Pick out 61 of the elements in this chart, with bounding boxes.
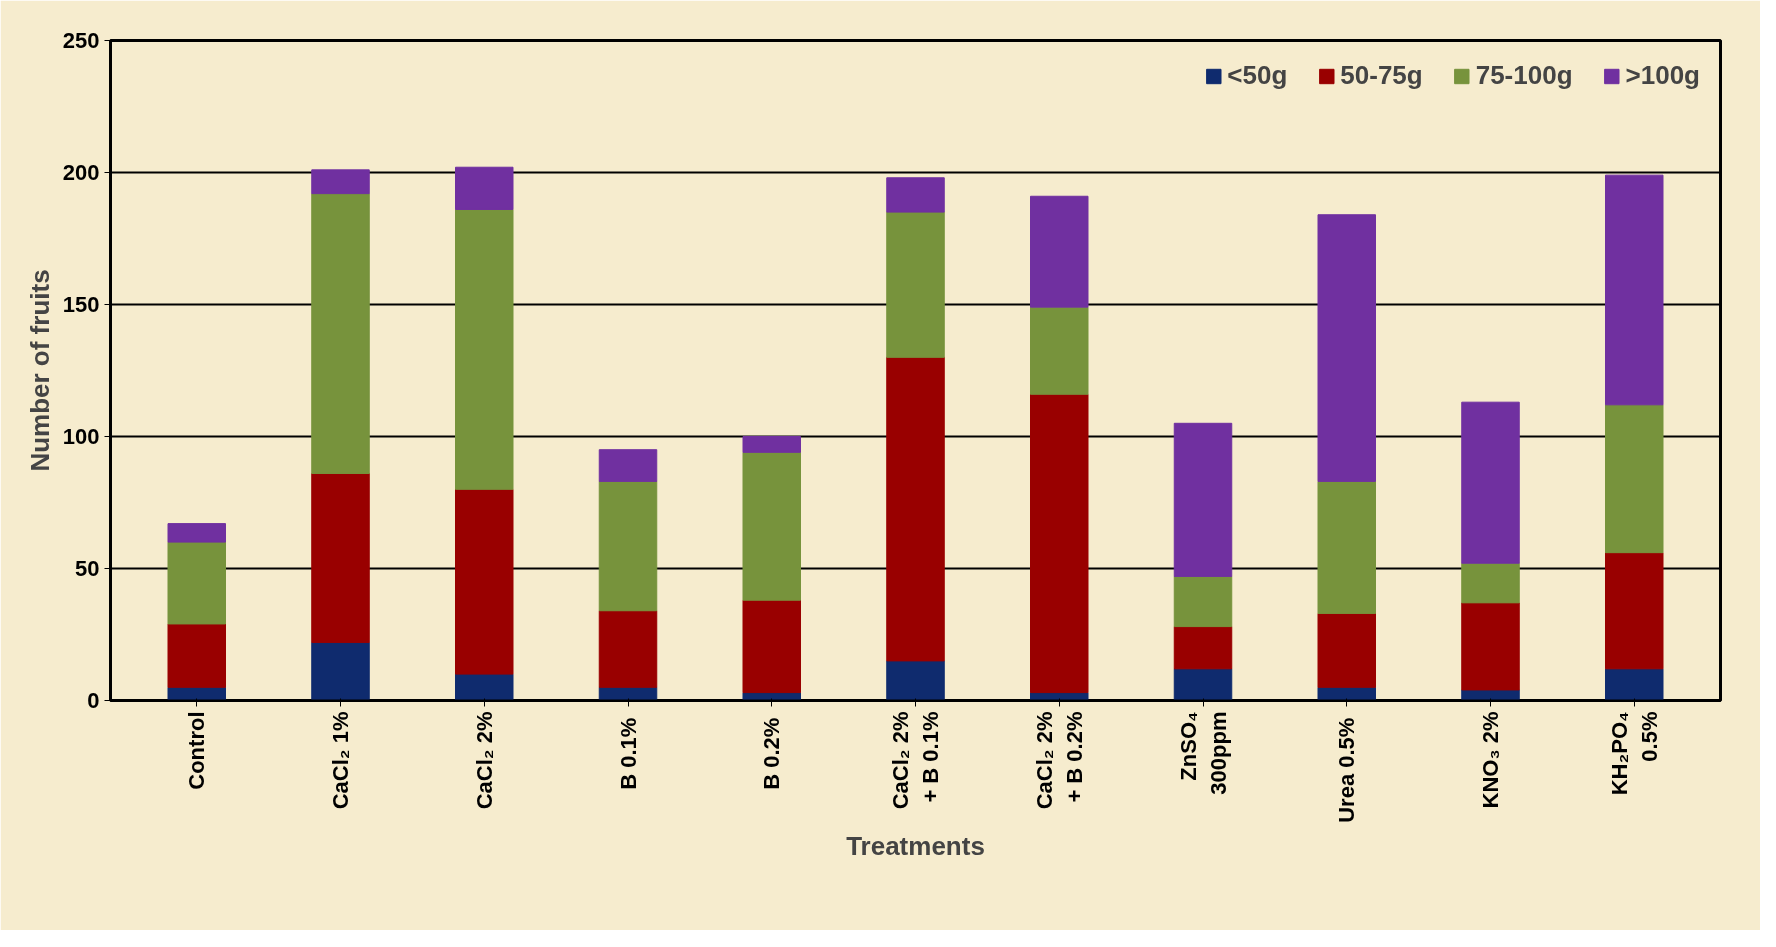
x-tick-label: Control: [184, 711, 210, 790]
bar: [1461, 562, 1520, 604]
bar: [1030, 306, 1089, 395]
y-axis-title: Number of fruits: [24, 269, 55, 472]
bar: [1317, 612, 1376, 688]
bar: [1173, 422, 1233, 577]
y-tick-label: 100: [62, 424, 100, 449]
bar: [1605, 552, 1664, 670]
bar: [1317, 480, 1376, 614]
legend-label: <50g: [1227, 60, 1288, 91]
x-tick-label: KH₂PO₄ 0.5%: [1606, 711, 1662, 796]
bar: [1317, 214, 1376, 482]
bar: [455, 673, 514, 701]
bar: [455, 208, 514, 490]
x-tick-label: B 0.1%: [615, 717, 641, 790]
legend-label: >100g: [1625, 60, 1700, 91]
bar: [311, 641, 370, 701]
bar: [742, 451, 801, 601]
bar: [167, 523, 226, 543]
bar: [1030, 393, 1089, 694]
bar: [311, 472, 370, 643]
x-tick-label: CaCl₂ 2% + B 0.1%: [888, 711, 943, 810]
x-tick-label: B 0.2%: [759, 717, 785, 790]
bar: [167, 541, 226, 625]
bar: [455, 488, 514, 675]
bar: [598, 449, 658, 482]
x-tick-label: ZnSO₄ 300ppm: [1175, 711, 1231, 795]
bar: [455, 166, 514, 210]
bar: [886, 660, 945, 701]
y-tick-label: 200: [62, 160, 100, 185]
legend-label: 75-100g: [1475, 60, 1573, 91]
bar: [886, 211, 945, 358]
x-tick-label: CaCl₂ 2%: [471, 711, 497, 810]
bar: [1605, 668, 1664, 701]
bar: [742, 599, 801, 694]
bar: [1173, 575, 1233, 628]
bar: [1605, 404, 1664, 554]
x-tick-label: Urea 0.5%: [1334, 717, 1360, 823]
bar: [598, 610, 658, 688]
bar: [311, 169, 370, 195]
bar: [167, 623, 226, 688]
bar: [1030, 195, 1089, 308]
x-tick-label: CaCl₂ 1%: [328, 711, 353, 810]
x-tick-label: KNO₃ 2%: [1478, 711, 1503, 809]
bar: [1461, 401, 1520, 564]
bar: [311, 193, 370, 474]
bar: [1173, 626, 1233, 670]
y-tick-label: 250: [62, 28, 100, 53]
x-tick-label: CaCl₂ 2% + B 0.2%: [1031, 711, 1087, 810]
y-tick-label: 150: [62, 292, 100, 317]
y-tick-label: 0: [87, 688, 100, 713]
x-axis-title: Treatments: [846, 830, 985, 861]
bar: [886, 177, 945, 213]
y-tick-label: 50: [75, 556, 100, 581]
legend-label: 50-75g: [1340, 60, 1423, 91]
bar: [1605, 174, 1664, 406]
bar: [598, 480, 658, 612]
bar: [1461, 602, 1520, 691]
bar: [742, 436, 801, 453]
bar: [1173, 668, 1233, 701]
bar: [886, 356, 945, 662]
